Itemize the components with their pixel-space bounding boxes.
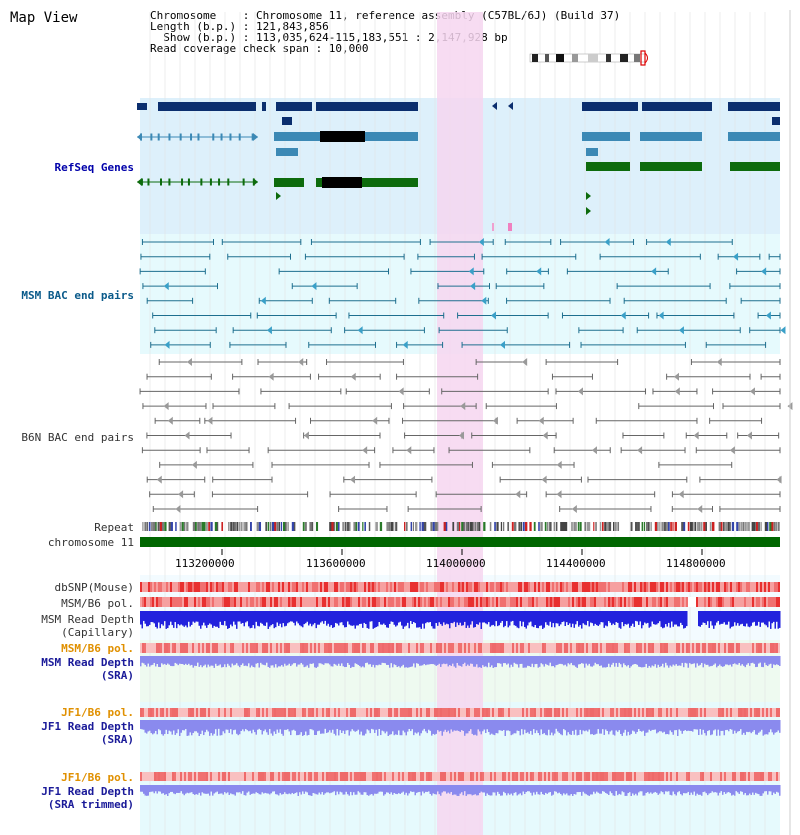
- axis-ticks: [221, 549, 703, 555]
- repeat-label[interactable]: Repeat: [94, 521, 134, 534]
- refseq-genes-track[interactable]: [137, 102, 780, 231]
- b6n-bac-track[interactable]: [139, 358, 793, 513]
- msm-depth-cap-label-2: (Capillary): [61, 626, 134, 639]
- highlight-region[interactable]: [437, 12, 483, 835]
- msm-depth-sra-label-2: (SRA): [100, 669, 134, 682]
- refseq-label[interactable]: RefSeq Genes: [54, 161, 134, 174]
- chromosome-bar[interactable]: [140, 537, 780, 547]
- dbsnp-label[interactable]: dbSNP(Mouse): [54, 581, 134, 594]
- info-length: Length (b.p.) : 121,843,856: [150, 20, 329, 33]
- chromosome-label: chromosome 11: [47, 536, 134, 549]
- jf1-depth-trim-label-2: (SRA trimmed): [47, 798, 134, 811]
- msm-pol2-label[interactable]: MSM/B6 pol.: [61, 642, 134, 655]
- msm-depth-sra-label-1[interactable]: MSM Read Depth: [41, 656, 134, 669]
- depth-tracks[interactable]: [140, 611, 781, 796]
- msm-bac-label[interactable]: MSM BAC end pairs: [21, 289, 134, 302]
- jf1-pol1-label[interactable]: JF1/B6 pol.: [61, 706, 134, 719]
- axis-tick-label: 113600000: [306, 557, 366, 570]
- axis-tick-label: 114000000: [426, 557, 486, 570]
- b6n-bac-label[interactable]: B6N BAC end pairs: [21, 431, 134, 444]
- chromosome-ideogram[interactable]: [529, 50, 648, 66]
- msm-pol1-label[interactable]: MSM/B6 pol.: [61, 597, 134, 610]
- jf1-pol2-label[interactable]: JF1/B6 pol.: [61, 771, 134, 784]
- jf1-depth-sra-label-2: (SRA): [100, 733, 134, 746]
- axis-tick-label: 114400000: [546, 557, 606, 570]
- view-title: Map View: [10, 10, 78, 26]
- repeat-track[interactable]: [142, 522, 780, 531]
- snp-tracks[interactable]: [140, 582, 780, 781]
- region-info: Chromosome : Chromosome 11, reference as…: [150, 10, 620, 54]
- jf1-depth-trim-label-1[interactable]: JF1 Read Depth: [41, 785, 134, 798]
- info-coverage: Read coverage check span : 10,000: [150, 42, 369, 55]
- jf1-depth-sra-label-1[interactable]: JF1 Read Depth: [41, 720, 134, 733]
- axis-tick-label: 113200000: [175, 557, 235, 570]
- msm-bac-track[interactable]: [139, 238, 786, 349]
- msm-depth-cap-label-1[interactable]: MSM Read Depth: [41, 613, 134, 626]
- axis-tick-label: 114800000: [666, 557, 726, 570]
